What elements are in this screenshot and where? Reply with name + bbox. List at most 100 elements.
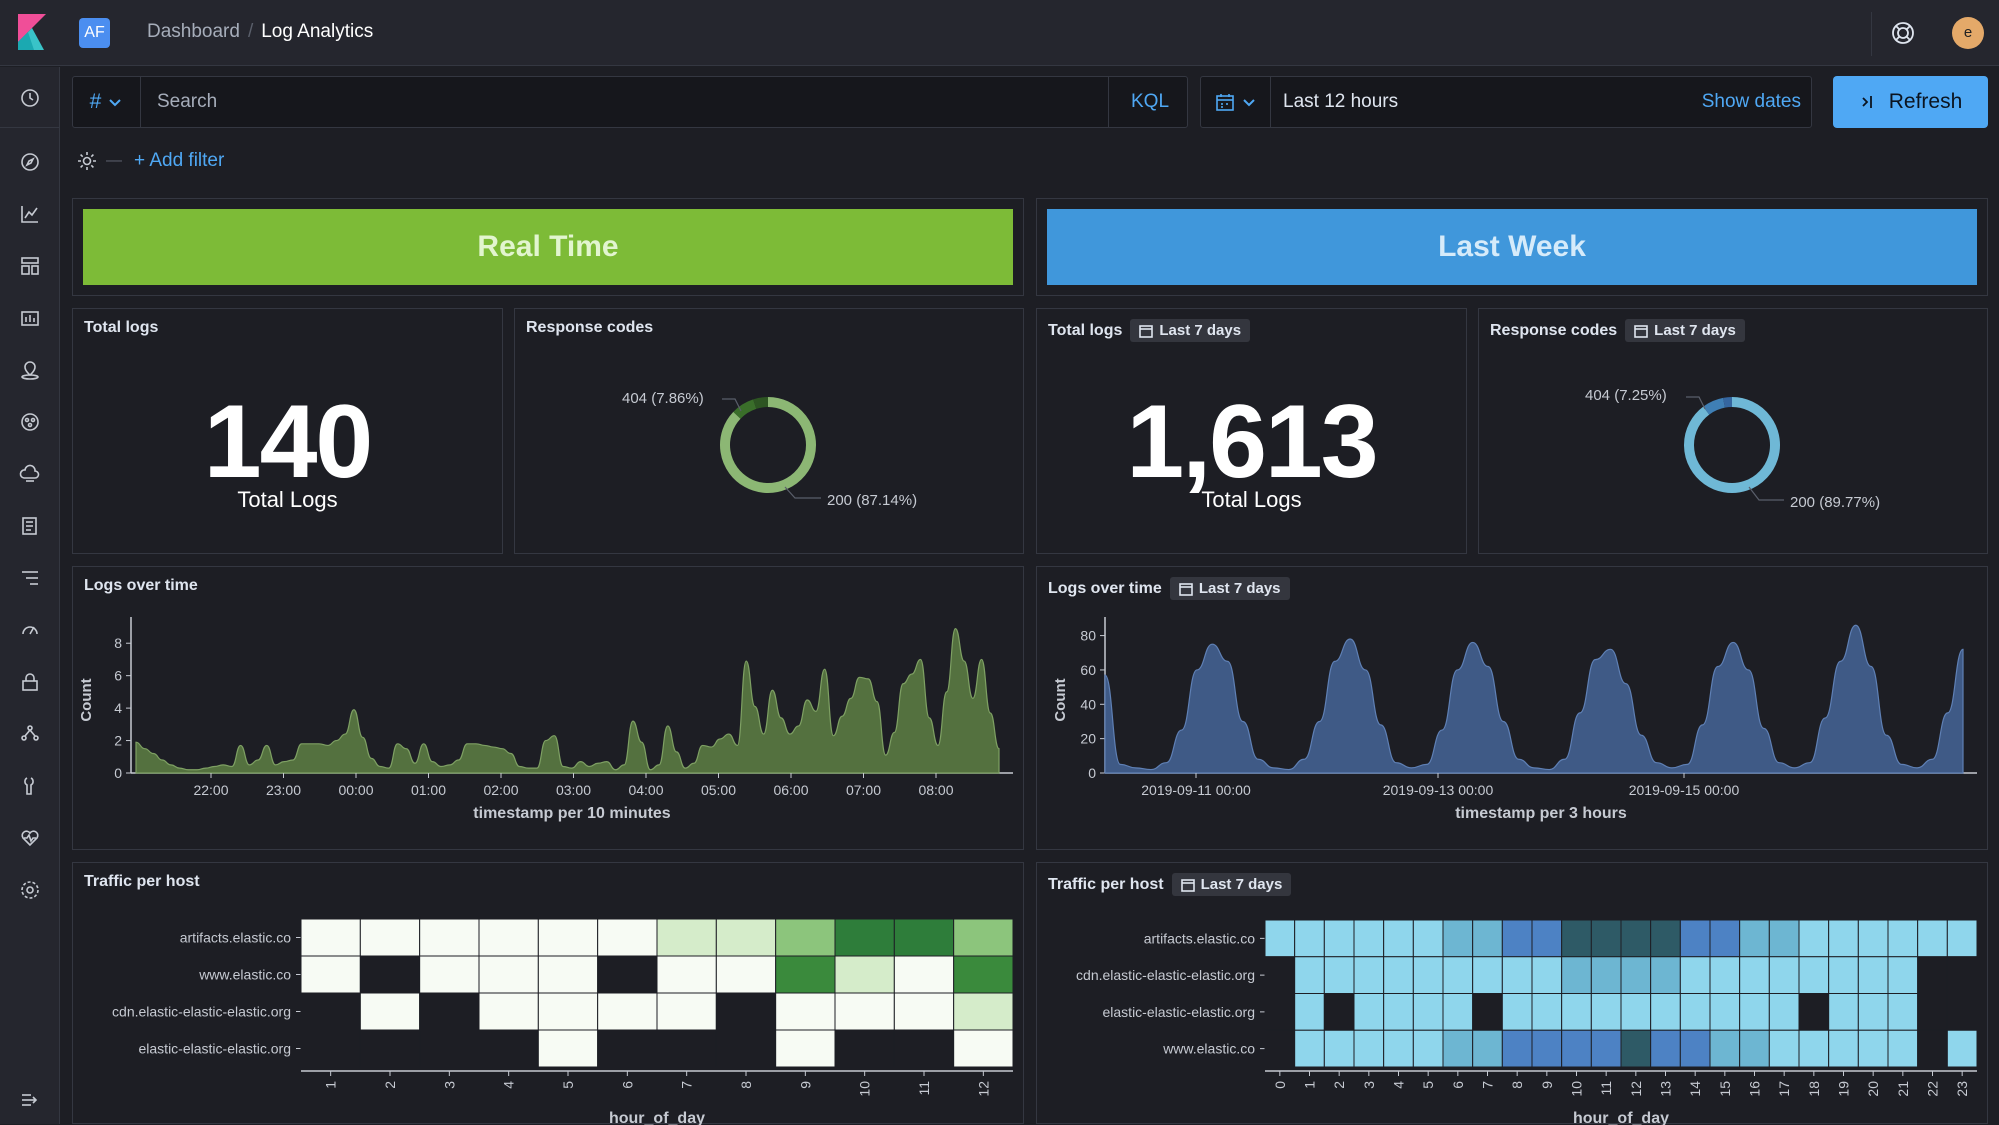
heatmap-cell[interactable] [1264,919,1296,958]
infrastructure-icon[interactable] [17,461,43,487]
heatmap-cell[interactable] [1501,993,1533,1031]
heatmap-cell[interactable] [953,955,1014,994]
show-dates-link[interactable]: Show dates [1701,91,1801,112]
help-icon[interactable] [1888,18,1918,48]
heatmap-cell[interactable] [1739,919,1770,958]
heatmap-cell[interactable] [1531,1029,1563,1068]
heatmap-cell[interactable] [1798,993,1830,1031]
heatmap-cell[interactable] [419,955,480,994]
heatmap-cell[interactable] [1353,956,1385,994]
visualize-icon[interactable] [17,201,43,227]
heatmap-cell[interactable] [1857,919,1889,958]
pie-slice-200[interactable] [720,397,816,493]
heatmap-cell[interactable] [1828,956,1859,994]
heatmap-cell[interactable] [1472,956,1503,994]
area-series[interactable] [1104,624,1964,774]
heatmap-cell[interactable] [834,1029,895,1068]
heatmap-cell[interactable] [1590,993,1622,1031]
heatmap-cell[interactable] [656,955,717,994]
heatmap-cell[interactable] [1650,956,1681,994]
heatmap-cell[interactable] [537,955,599,994]
heatmap-cell[interactable] [1798,956,1830,994]
apm-icon[interactable] [17,565,43,591]
heatmap-cell[interactable] [1679,919,1711,958]
heatmap-cell[interactable] [597,955,658,994]
heatmap-cell[interactable] [1590,956,1622,994]
heatmap-cell[interactable] [1294,993,1325,1031]
time-range-badge[interactable]: Last 7 days [1171,873,1292,896]
pie-slice-other[interactable] [753,397,769,409]
management-icon[interactable] [17,877,43,903]
heatmap-cell[interactable] [715,918,777,957]
heatmap-cell[interactable] [1917,956,1948,994]
heatmap-cell[interactable] [1768,993,1800,1031]
space-avatar[interactable]: AF [79,18,110,48]
heatmap-cell[interactable] [1946,919,1978,958]
heatmap-cell[interactable] [1264,993,1296,1031]
heatmap-cell[interactable] [1620,956,1652,994]
heatmap-cell[interactable] [1383,919,1414,958]
heatmap-cell[interactable] [478,1029,539,1068]
heatmap-cell[interactable] [775,1029,836,1068]
kibana-logo-icon[interactable] [14,14,48,50]
heatmap-cell[interactable] [1828,919,1859,958]
user-avatar[interactable]: e [1952,17,1984,49]
heatmap-cell[interactable] [1768,1029,1800,1068]
graph-icon[interactable] [17,721,43,747]
heatmap-cell[interactable] [1472,1029,1503,1068]
heatmap-cell[interactable] [1739,1029,1770,1068]
heatmap-cell[interactable] [1828,993,1859,1031]
heatmap-cell[interactable] [1917,919,1948,958]
heatmap-cell[interactable] [1561,993,1592,1031]
date-range-value[interactable]: Last 12 hours [1283,91,1399,112]
logs-icon[interactable] [17,513,43,539]
canvas-icon[interactable] [17,305,43,331]
discover-icon[interactable] [17,149,43,175]
heatmap-cell[interactable] [656,918,717,957]
heatmap-cell[interactable] [1472,993,1503,1031]
heatmap-cell[interactable] [1590,919,1622,958]
time-range-badge[interactable]: Last 7 days [1130,319,1251,342]
heatmap-cell[interactable] [715,992,777,1031]
heatmap-cell[interactable] [1798,1029,1830,1068]
heatmap-cell[interactable] [834,918,895,957]
heatmap-cell[interactable] [1323,993,1355,1031]
pie-slice-404[interactable] [733,399,757,419]
heatmap-cell[interactable] [1946,993,1978,1031]
heatmap-cell[interactable] [1323,1029,1355,1068]
uptime-icon[interactable] [17,617,43,643]
heatmap-cell[interactable] [300,992,361,1031]
ml-icon[interactable] [17,409,43,435]
heatmap-cell[interactable] [300,1029,361,1068]
add-filter-button[interactable]: + Add filter [134,150,225,171]
heatmap-cell[interactable] [537,1029,599,1068]
heatmap-cell[interactable] [1561,919,1592,958]
heatmap-cell[interactable] [1887,956,1919,994]
heatmap-cell[interactable] [1383,1029,1414,1068]
heatmap-cell[interactable] [1739,956,1770,994]
heatmap-cell[interactable] [359,992,421,1031]
heatmap-cell[interactable] [1294,1029,1325,1068]
query-language-menu[interactable]: # [73,77,141,127]
heatmap-cell[interactable] [1650,1029,1681,1068]
heatmap-cell[interactable] [1650,919,1681,958]
heatmap-cell[interactable] [1442,919,1474,958]
heatmap-cell[interactable] [1917,1029,1948,1068]
heatmap-cell[interactable] [1472,919,1503,958]
heatmap-cell[interactable] [597,992,658,1031]
heatmap-cell[interactable] [1412,1029,1444,1068]
heatmap-cell[interactable] [359,1029,421,1068]
heatmap-cell[interactable] [359,955,421,994]
heatmap-cell[interactable] [1768,956,1800,994]
heatmap-cell[interactable] [1739,993,1770,1031]
heatmap-cell[interactable] [1887,993,1919,1031]
heatmap-cell[interactable] [953,918,1014,957]
heatmap-cell[interactable] [1946,956,1978,994]
heatmap-cell[interactable] [1561,956,1592,994]
heatmap-cell[interactable] [953,1029,1014,1068]
heatmap-cell[interactable] [1620,993,1652,1031]
heatmap-cell[interactable] [1412,956,1444,994]
heatmap-cell[interactable] [597,1029,658,1068]
heatmap-cell[interactable] [1412,993,1444,1031]
heatmap-cell[interactable] [1383,956,1414,994]
